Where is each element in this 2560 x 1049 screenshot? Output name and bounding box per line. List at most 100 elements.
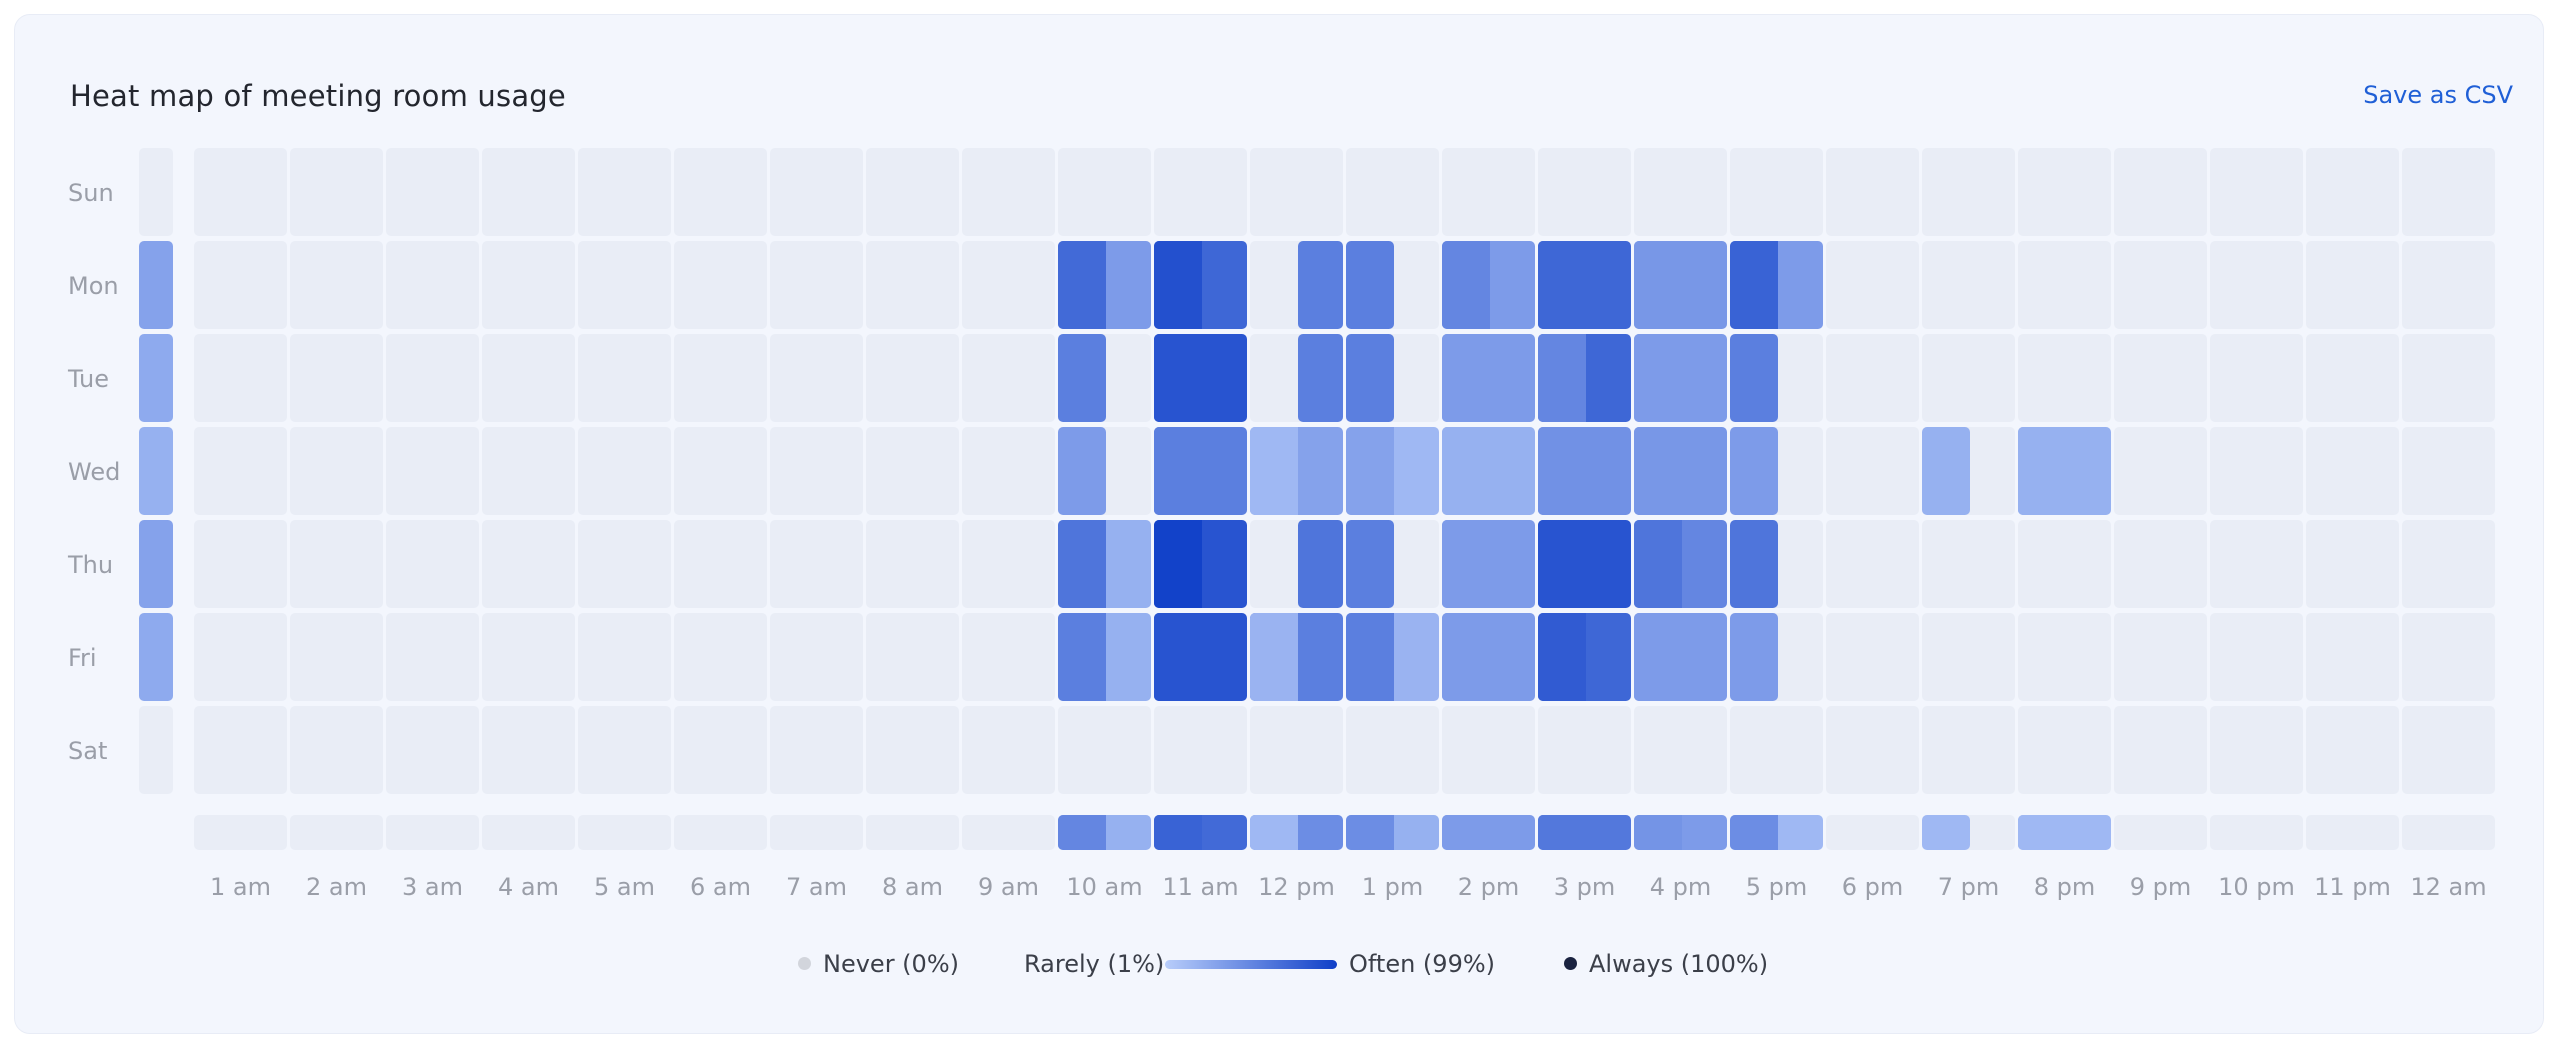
hour-total-bar [1736, 815, 1778, 850]
day-total-bar-sun [139, 148, 173, 236]
hour-total-bar [1256, 815, 1298, 850]
hour-cell-bg [866, 427, 959, 515]
hour-cell-bg [1826, 613, 1919, 701]
hour-cell-bg [578, 706, 671, 794]
hour-cell-bg [1346, 706, 1439, 794]
heat-cell [1160, 241, 1202, 329]
hour-cell-bg [1634, 148, 1727, 236]
hour-cell-bg [1442, 148, 1535, 236]
heat-cell [1352, 427, 1394, 515]
hour-total-bg [290, 815, 383, 850]
heat-cell [1346, 520, 1394, 608]
hour-label: 3 am [402, 873, 463, 901]
heat-cell [1448, 334, 1490, 422]
heat-cell [1160, 520, 1202, 608]
heat-cell [1640, 241, 1682, 329]
legend-never-label: Never (0%) [823, 950, 959, 978]
hour-label: 8 pm [2034, 873, 2096, 901]
save-as-csv-link[interactable]: Save as CSV [2363, 81, 2513, 109]
hour-cell-bg [1442, 706, 1535, 794]
heat-cell [1640, 613, 1682, 701]
heat-cell [1346, 241, 1394, 329]
hour-cell-bg [290, 520, 383, 608]
hour-cell-bg [770, 334, 863, 422]
hour-cell-bg [962, 613, 1055, 701]
legend: Never (0%) Rarely (1%) Often (99%) Alway… [0, 947, 2560, 981]
heat-cell [1730, 520, 1778, 608]
hour-total-bg [1826, 815, 1919, 850]
hour-label: 6 pm [1842, 873, 1904, 901]
hour-total-bar [1640, 815, 1682, 850]
heat-cell [1256, 613, 1298, 701]
day-label-sat: Sat [68, 737, 107, 765]
hour-cell-bg [194, 520, 287, 608]
hour-label: 3 pm [1554, 873, 1616, 901]
hour-cell-bg [1730, 706, 1823, 794]
hour-total-bg [770, 815, 863, 850]
hour-label: 9 pm [2130, 873, 2192, 901]
heat-cell [1730, 613, 1778, 701]
hour-cell-bg [674, 706, 767, 794]
day-label-tue: Tue [67, 365, 109, 393]
hour-cell-bg [482, 148, 575, 236]
chart-title: Heat map of meeting room usage [70, 79, 566, 113]
hour-total-bg [2306, 815, 2399, 850]
day-total-bar-fri [139, 613, 173, 701]
hour-cell-bg [2210, 241, 2303, 329]
always-dot-icon [1564, 956, 1577, 970]
heat-cell [1298, 520, 1343, 608]
legend-always-label: Always (100%) [1589, 950, 1769, 978]
hour-cell-bg [1826, 148, 1919, 236]
hour-label: 11 am [1162, 873, 1238, 901]
heat-cell [1064, 520, 1106, 608]
hour-cell-bg [2402, 241, 2495, 329]
hour-cell-bg [2210, 613, 2303, 701]
heat-cell [1736, 241, 1778, 329]
hour-cell-bg [2114, 334, 2207, 422]
hour-cell-bg [1826, 334, 1919, 422]
hour-label: 6 am [690, 873, 751, 901]
day-total-bar-sat [139, 706, 173, 794]
hour-cell-bg [2018, 613, 2111, 701]
hour-cell-bg [2306, 706, 2399, 794]
hour-cell-bg [770, 241, 863, 329]
hour-total-bg [2210, 815, 2303, 850]
heat-cell [1730, 334, 1778, 422]
day-label-sun: Sun [68, 179, 114, 207]
heat-cell [1298, 334, 1343, 422]
hour-cell-bg [2018, 148, 2111, 236]
hour-cell-bg [2114, 241, 2207, 329]
hour-cell-bg [482, 520, 575, 608]
hour-cell-bg [962, 148, 1055, 236]
hour-total-bar [1544, 815, 1586, 850]
hour-cell-bg [2306, 334, 2399, 422]
hour-cell-bg [2018, 334, 2111, 422]
hour-cell-bg [1922, 520, 2015, 608]
hour-cell-bg [2114, 520, 2207, 608]
hour-cell-bg [770, 520, 863, 608]
hour-cell-bg [674, 427, 767, 515]
legend-rarely-label: Rarely (1%) [1024, 950, 1165, 978]
hour-cell-bg [1250, 148, 1343, 236]
hour-cell-bg [2210, 520, 2303, 608]
hour-cell-bg [962, 706, 1055, 794]
hour-total-bar [2024, 815, 2066, 850]
hour-cell-bg [962, 427, 1055, 515]
hour-label: 10 am [1066, 873, 1142, 901]
never-dot-icon [798, 956, 811, 970]
hour-cell-bg [482, 241, 575, 329]
hour-cell-bg [1058, 706, 1151, 794]
hour-cell-bg [866, 613, 959, 701]
heat-cell [1058, 427, 1106, 515]
hour-cell-bg [674, 148, 767, 236]
hour-cell-bg [2402, 520, 2495, 608]
hour-cell-bg [1538, 148, 1631, 236]
hour-total-bg [194, 815, 287, 850]
hour-cell-bg [2210, 334, 2303, 422]
hour-total-bar [1064, 815, 1106, 850]
legend-never: Never (0%) [798, 947, 959, 981]
hour-cell-bg [1922, 613, 2015, 701]
hour-cell-bg [482, 427, 575, 515]
hour-cell-bg [386, 148, 479, 236]
hour-cell-bg [194, 148, 287, 236]
